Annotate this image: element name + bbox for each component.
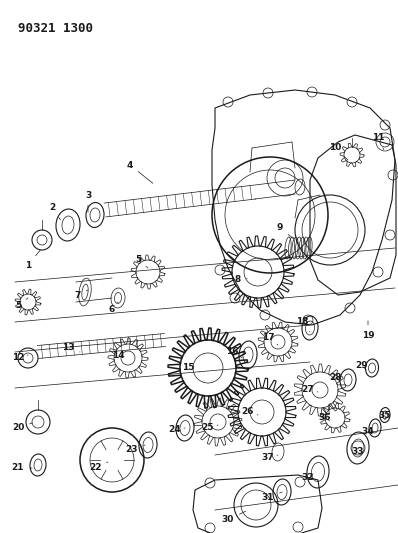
Text: 35: 35 [379, 410, 391, 420]
Text: 14: 14 [112, 351, 124, 359]
Text: 15: 15 [182, 364, 200, 373]
Text: 8: 8 [235, 276, 247, 285]
Text: 36: 36 [319, 414, 331, 423]
Text: 22: 22 [89, 462, 108, 472]
Text: 18: 18 [296, 318, 310, 332]
Text: 4: 4 [127, 160, 153, 183]
Text: 27: 27 [302, 385, 318, 394]
Text: 2: 2 [49, 204, 60, 220]
Text: 7: 7 [75, 290, 88, 300]
Text: 29: 29 [356, 360, 368, 370]
Text: 11: 11 [372, 133, 384, 150]
Text: 6: 6 [109, 302, 118, 314]
Text: 1: 1 [25, 250, 40, 270]
Text: 17: 17 [262, 334, 278, 345]
Text: 20: 20 [12, 423, 32, 432]
Text: 12: 12 [12, 353, 28, 362]
Text: 9: 9 [277, 223, 293, 238]
Text: 13: 13 [62, 343, 80, 352]
Text: 23: 23 [126, 445, 145, 455]
Text: 25: 25 [202, 424, 218, 432]
Text: 90321 1300: 90321 1300 [18, 22, 93, 35]
Text: 16: 16 [226, 348, 242, 358]
Text: 34: 34 [362, 427, 374, 437]
Text: 28: 28 [329, 374, 341, 383]
Text: 21: 21 [12, 464, 32, 472]
Text: 33: 33 [352, 448, 364, 456]
Text: 5: 5 [135, 255, 148, 268]
Text: 37: 37 [262, 454, 278, 463]
Text: 3: 3 [85, 190, 91, 212]
Text: 26: 26 [242, 408, 258, 416]
Text: 5: 5 [15, 298, 28, 310]
Text: 32: 32 [302, 473, 314, 482]
Text: 30: 30 [222, 511, 246, 524]
Text: 31: 31 [262, 492, 282, 503]
Text: 19: 19 [362, 321, 374, 340]
Text: 10: 10 [329, 143, 348, 160]
Text: 24: 24 [169, 425, 185, 434]
